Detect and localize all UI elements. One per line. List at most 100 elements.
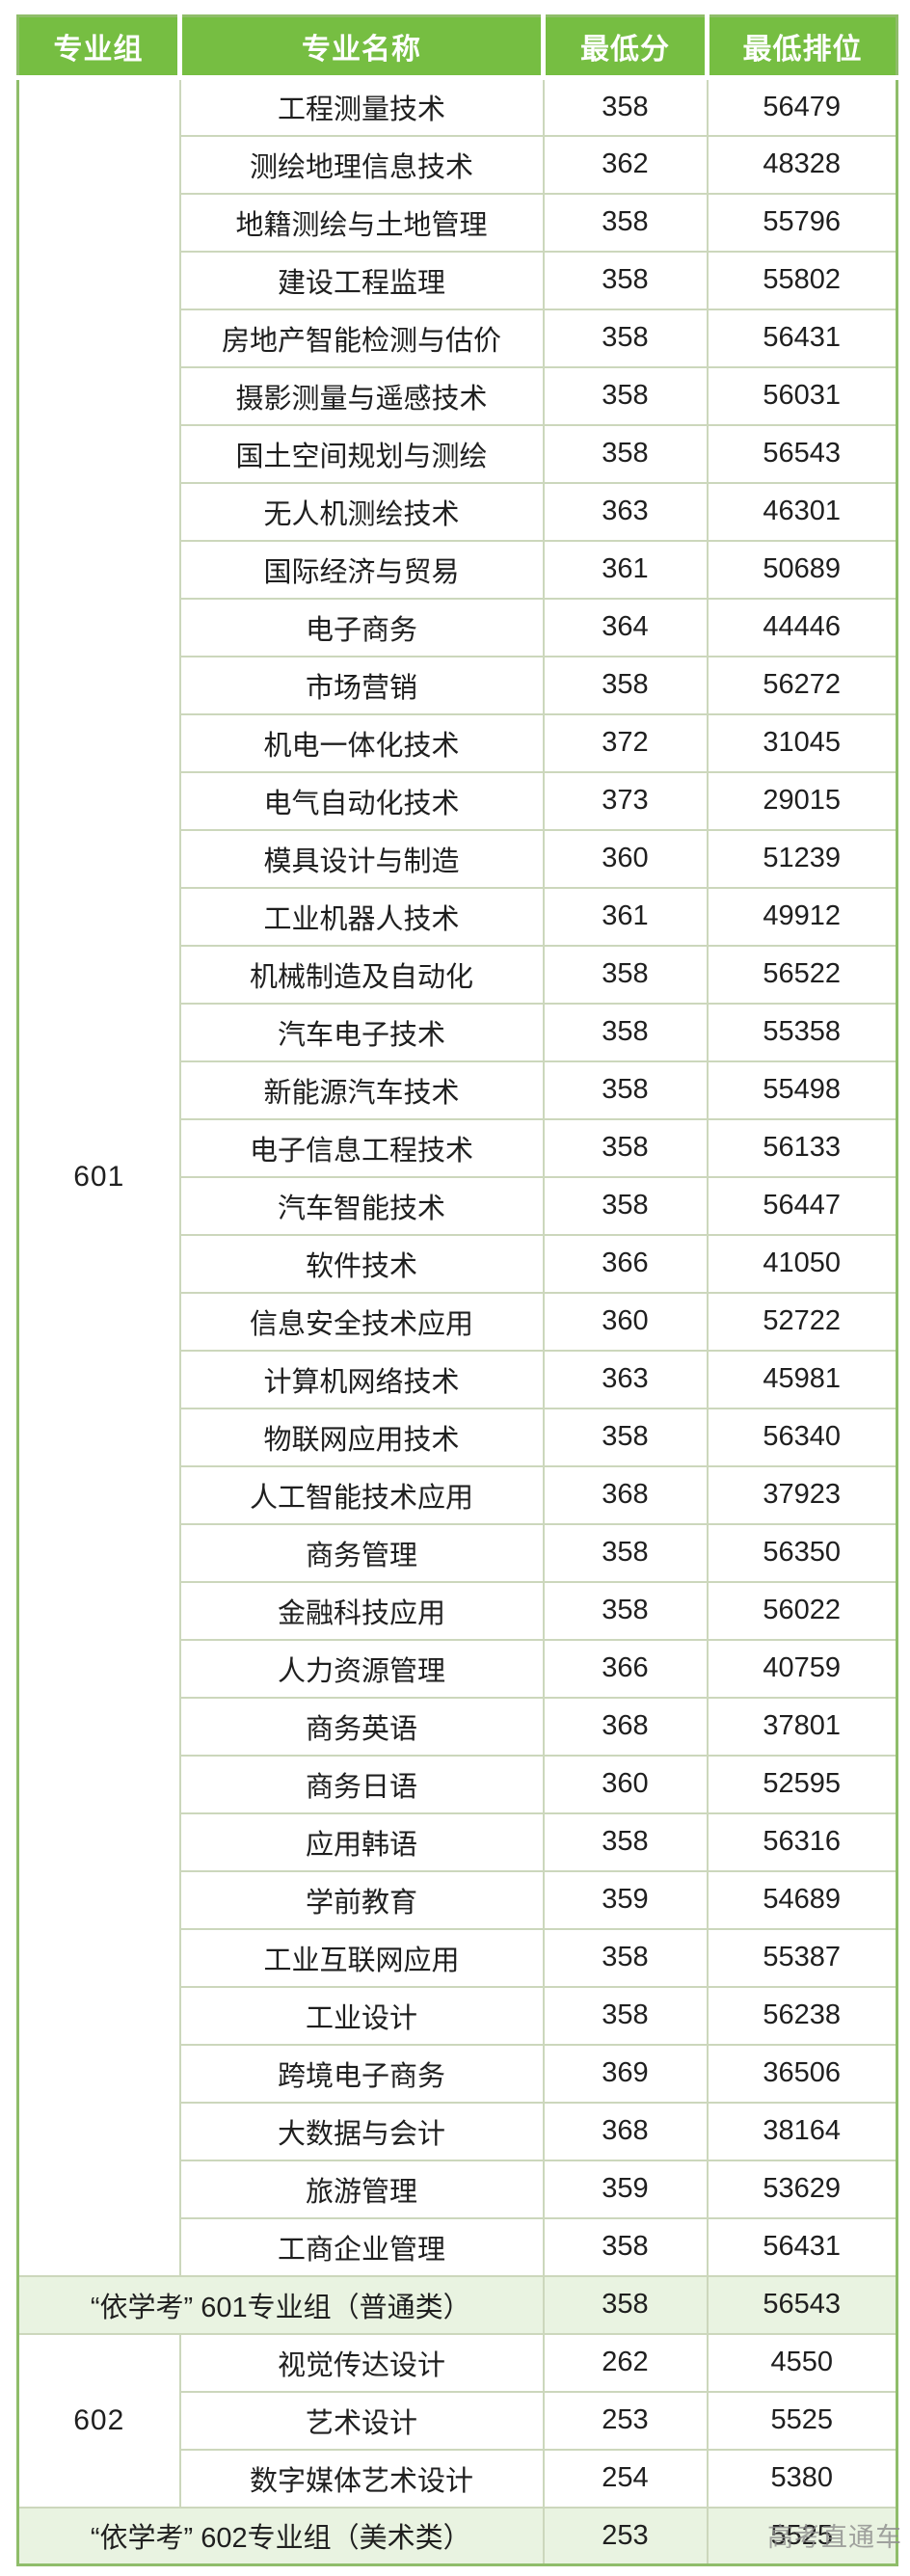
header-major-name: 专业名称: [179, 15, 546, 80]
score-cell: 358: [542, 76, 709, 137]
table-row: 工业设计 358 56238: [18, 1985, 898, 2046]
table-row: 大数据与会计 368 38164: [18, 2101, 898, 2161]
header-min-rank: 最低排位: [707, 15, 897, 80]
table-row: 国土空间规划与测绘 358 56543: [18, 423, 898, 484]
table-row: 软件技术 366 41050: [18, 1233, 898, 1294]
rank-cell: 56340: [706, 1407, 898, 1467]
rank-cell: 37923: [706, 1464, 898, 1525]
major-cell: 无人机测绘技术: [178, 481, 545, 542]
score-cell: 359: [542, 1869, 709, 1930]
major-cell: 电子商务: [178, 597, 545, 657]
rank-cell: 46301: [706, 481, 898, 542]
score-cell: 358: [542, 944, 709, 1005]
table-row: 汽车电子技术 358 55358: [18, 1002, 898, 1062]
major-cell: 工业互联网应用: [178, 1927, 545, 1988]
rank-cell: 56238: [706, 1985, 898, 2046]
table-row: 测绘地理信息技术 362 48328: [18, 134, 898, 195]
table-row: 工业机器人技术 361 49912: [18, 886, 898, 947]
major-cell: 学前教育: [178, 1869, 545, 1930]
rank-cell: 55358: [706, 1002, 898, 1062]
score-cell: 368: [542, 2101, 709, 2161]
score-cell: 253: [542, 2390, 709, 2451]
header-min-score: 最低分: [543, 15, 709, 80]
table-row: 商务日语 360 52595: [18, 1754, 898, 1814]
score-cell: 366: [542, 1638, 709, 1699]
score-cell: 363: [542, 481, 709, 542]
major-cell: 旅游管理: [178, 2159, 545, 2219]
table-row: 无人机测绘技术 363 46301: [18, 481, 898, 542]
table-body: 601 工程测量技术 358 56479 测绘地理信息技术 362 48328 地籍测绘与土地…: [16, 76, 898, 2566]
major-cell: 商务管理: [178, 1522, 545, 1583]
table-row: 602 视觉传达设计 262 4550: [16, 2332, 898, 2509]
table-row: 商务管理 358 56350: [18, 1522, 898, 1583]
score-cell: 358: [542, 1522, 709, 1583]
rank-cell: 56316: [706, 1811, 898, 1872]
summary-rank-cell: 5525: [706, 2506, 898, 2566]
table-row: 艺术设计 253 5525: [18, 2390, 898, 2451]
score-cell: 358: [542, 1927, 709, 1988]
table-row: 地籍测绘与土地管理 358 55796: [18, 192, 898, 253]
table-row: 国际经济与贸易 361 50689: [18, 539, 898, 600]
major-cell: 商务日语: [178, 1754, 545, 1814]
major-cell: 跨境电子商务: [178, 2043, 545, 2104]
score-cell: 360: [542, 1291, 709, 1352]
score-cell: 368: [542, 1464, 709, 1525]
rank-cell: 50689: [706, 539, 898, 600]
table-row: 机电一体化技术 372 31045: [18, 712, 898, 773]
rank-cell: 56272: [706, 655, 898, 715]
rank-cell: 51239: [706, 828, 898, 889]
rank-cell: 52595: [706, 1754, 898, 1814]
header-major-group: 专业组: [17, 15, 182, 80]
rank-cell: 56447: [706, 1175, 898, 1236]
score-cell: 368: [542, 1696, 709, 1757]
major-cell: 建设工程监理: [178, 250, 545, 310]
score-cell: 373: [542, 770, 709, 831]
table-row: 学前教育 359 54689: [18, 1869, 898, 1930]
rank-cell: 55498: [706, 1060, 898, 1120]
rank-cell: 55796: [706, 192, 898, 253]
rank-cell: 56479: [706, 76, 898, 137]
table-row: 电气自动化技术 373 29015: [18, 770, 898, 831]
table-row: 机械制造及自动化 358 56522: [18, 944, 898, 1005]
score-cell: 358: [542, 1117, 709, 1178]
score-cell: 372: [542, 712, 709, 773]
major-cell: 新能源汽车技术: [178, 1060, 545, 1120]
table-row: 工业互联网应用 358 55387: [18, 1927, 898, 1988]
rank-cell: 41050: [706, 1233, 898, 1294]
table-row: 工商企业管理 358 56431: [18, 2216, 898, 2277]
rank-cell: 56350: [706, 1522, 898, 1583]
score-cell: 369: [542, 2043, 709, 2104]
rank-cell: 56522: [706, 944, 898, 1005]
table-row: 建设工程监理 358 55802: [18, 250, 898, 310]
table-row: 电子信息工程技术 358 56133: [18, 1117, 898, 1178]
summary-rank-cell: 56543: [706, 2274, 898, 2335]
major-cell: 模具设计与制造: [178, 828, 545, 889]
header-row: 专业组 专业名称 最低分 最低排位: [17, 15, 897, 80]
major-cell: 工商企业管理: [178, 2216, 545, 2277]
score-cell: 358: [542, 308, 709, 368]
rank-cell: 5525: [706, 2390, 898, 2451]
rank-cell: 54689: [706, 1869, 898, 1930]
score-cell: 358: [542, 655, 709, 715]
group-summary-row: “依学考” 601专业组（普通类） 358 56543: [16, 2274, 898, 2335]
rank-cell: 55387: [706, 1927, 898, 1988]
table-row: 电子商务 364 44446: [18, 597, 898, 657]
rank-cell: 48328: [706, 134, 898, 195]
major-cell: 国际经济与贸易: [178, 539, 545, 600]
major-cell: 计算机网络技术: [178, 1349, 545, 1409]
score-cell: 359: [542, 2159, 709, 2219]
summary-score-cell: 358: [542, 2274, 709, 2335]
score-cell: 358: [542, 1985, 709, 2046]
table-row: 市场营销 358 56272: [18, 655, 898, 715]
admission-score-table: 专业组 专业名称 最低分 最低排位 601 工程测量技术 358 56479 测绘地理信…: [16, 14, 898, 2566]
table-row: 金融科技应用 358 56022: [18, 1580, 898, 1641]
group-summary-row: “依学考” 602专业组（美术类） 253 5525: [16, 2506, 898, 2566]
summary-label-cell: “依学考” 601专业组（普通类）: [16, 2274, 545, 2335]
rank-cell: 4550: [706, 2332, 898, 2393]
major-cell: 工业设计: [178, 1985, 545, 2046]
table-row: 信息安全技术应用 360 52722: [18, 1291, 898, 1352]
major-cell: 大数据与会计: [178, 2101, 545, 2161]
score-cell: 363: [542, 1349, 709, 1409]
score-cell: 358: [542, 1811, 709, 1872]
